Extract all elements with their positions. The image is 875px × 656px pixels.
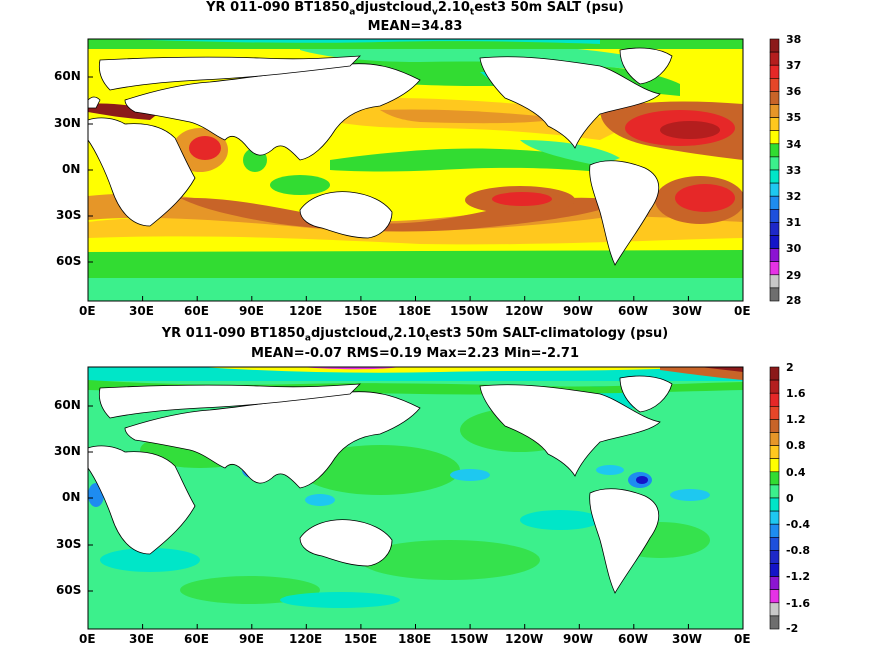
p2-lon-30e: 30E	[129, 632, 154, 646]
p2-lon-90w: 90W	[563, 632, 593, 646]
p1-lon-120w: 120W	[505, 304, 544, 318]
p2-lat-0n: 0N	[62, 490, 81, 504]
colorbar1	[769, 38, 780, 302]
cb2-label-1-6: 1.6	[786, 387, 806, 400]
panel1-map	[88, 39, 743, 301]
p2-lon-90e: 90E	[239, 632, 264, 646]
panel2-stats: MEAN=-0.07 RMS=0.19 Max=2.23 Min=-2.71	[250, 346, 580, 361]
p1-lon-150w: 150W	[450, 304, 489, 318]
p1-lat-60n: 60N	[54, 69, 81, 83]
p2-lat-30s: 30S	[56, 537, 82, 551]
cb2-label-m0-4: -0.4	[786, 518, 811, 531]
cb2-label-m1-6: -1.6	[786, 597, 811, 610]
p1-lon-0e: 0E	[79, 304, 96, 318]
panel1-ticks	[87, 76, 689, 301]
cb1-label-32: 32	[786, 190, 802, 203]
cb2-label-2: 2	[786, 361, 794, 374]
p1-lat-30s: 30S	[56, 208, 82, 222]
cb1-label-29: 29	[786, 269, 802, 282]
panel1-stats: MEAN=34.83	[367, 19, 463, 34]
cb2-label-0-8: 0.8	[786, 439, 806, 452]
colorbar2	[769, 366, 780, 630]
p1-lon-180e: 180E	[398, 304, 432, 318]
p1-lon-0e-end: 0E	[734, 304, 751, 318]
cb1-label-37: 37	[786, 59, 802, 72]
p1-lon-60w: 60W	[618, 304, 648, 318]
p1-lon-30w: 30W	[672, 304, 702, 318]
p2-lon-150e: 150E	[344, 632, 378, 646]
p2-lon-150w: 150W	[450, 632, 489, 646]
panel1-title: YR 011-090 BT1850adjustcloudv2.10test3 5…	[206, 0, 624, 18]
cb1-label-34: 34	[786, 138, 802, 151]
p2-lon-120w: 120W	[505, 632, 544, 646]
p2-lat-30n: 30N	[54, 444, 81, 458]
p2-lon-0e: 0E	[79, 632, 96, 646]
p1-lon-90w: 90W	[563, 304, 593, 318]
cb1-label-31: 31	[786, 216, 802, 229]
cb2-label-1-2: 1.2	[786, 413, 806, 426]
p1-lat-60s: 60S	[56, 254, 82, 268]
cb2-label-m0-8: -0.8	[786, 544, 811, 557]
cb2-label-m1-2: -1.2	[786, 570, 811, 583]
cb2-label-0: 0	[786, 492, 794, 505]
cb1-label-28: 28	[786, 294, 802, 307]
cb1-label-30: 30	[786, 242, 802, 255]
cb1-label-38: 38	[786, 33, 802, 46]
cb2-label-m2: -2	[786, 622, 799, 635]
p1-lon-150e: 150E	[344, 304, 378, 318]
p2-lon-180e: 180E	[398, 632, 432, 646]
p2-lon-30w: 30W	[672, 632, 702, 646]
p2-lat-60n: 60N	[54, 398, 81, 412]
p2-lat-60s: 60S	[56, 583, 82, 597]
cb1-label-35: 35	[786, 111, 802, 124]
p1-lon-60e: 60E	[184, 304, 209, 318]
p2-lon-60e: 60E	[184, 632, 209, 646]
p2-lon-120e: 120E	[289, 632, 323, 646]
p1-lat-0n: 0N	[62, 162, 81, 176]
p2-lon-0e-end: 0E	[734, 632, 751, 646]
p2-lon-60w: 60W	[618, 632, 648, 646]
p1-lon-120e: 120E	[289, 304, 323, 318]
p1-lat-30n: 30N	[54, 116, 81, 130]
panel2-title: YR 011-090 BT1850adjustcloudv2.10test3 5…	[161, 326, 669, 344]
cb2-label-0-4: 0.4	[786, 466, 806, 479]
p1-lon-90e: 90E	[239, 304, 264, 318]
panel2-ticks	[87, 405, 689, 629]
p1-lon-30e: 30E	[129, 304, 154, 318]
cb1-label-33: 33	[786, 164, 802, 177]
panel2-map	[88, 367, 743, 629]
cb1-label-36: 36	[786, 85, 802, 98]
